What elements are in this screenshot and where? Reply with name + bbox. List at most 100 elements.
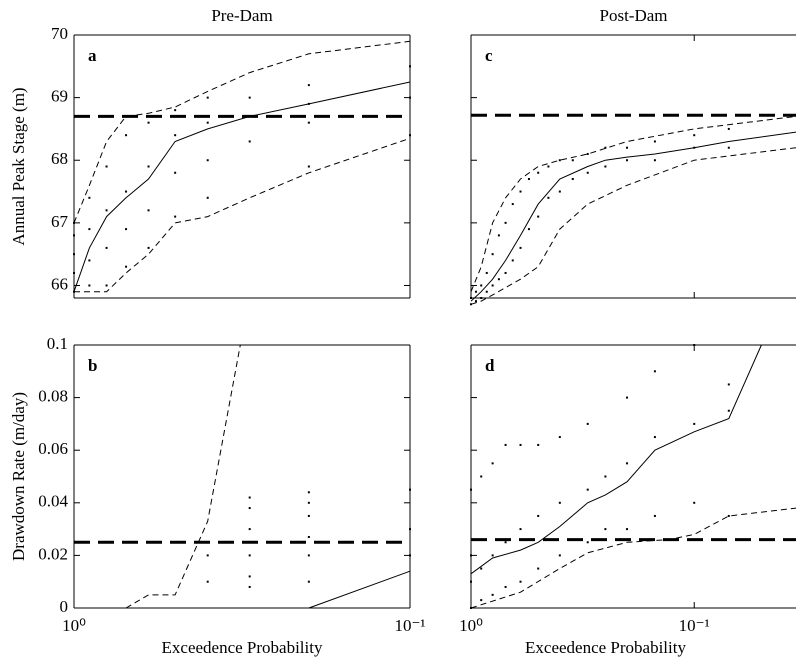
- data-point: [474, 290, 477, 293]
- data-point: [519, 246, 522, 249]
- data-point: [527, 228, 530, 231]
- data-point: [248, 496, 251, 499]
- y-tick-label: 69: [51, 87, 68, 106]
- data-point: [105, 165, 108, 168]
- data-point: [125, 190, 128, 193]
- data-point: [626, 528, 629, 531]
- data-point: [653, 159, 656, 162]
- line-series: [470, 507, 796, 609]
- data-point: [519, 528, 522, 531]
- y-axis-label: Annual Peak Stage (m): [9, 87, 28, 245]
- data-point: [206, 580, 209, 583]
- data-point: [206, 159, 209, 162]
- line-series: [74, 137, 411, 293]
- data-point: [504, 221, 507, 224]
- data-point: [537, 215, 540, 218]
- data-point: [504, 541, 507, 544]
- data-point: [491, 593, 494, 596]
- data-point: [626, 462, 629, 465]
- data-point: [174, 171, 177, 174]
- data-point: [409, 528, 411, 531]
- data-point: [307, 121, 310, 124]
- data-point: [307, 84, 310, 87]
- data-point: [497, 234, 500, 237]
- data-point: [504, 585, 507, 588]
- data-point: [73, 234, 75, 237]
- data-point: [511, 203, 514, 206]
- data-point: [470, 554, 472, 557]
- data-point: [409, 488, 411, 491]
- data-point: [147, 246, 150, 249]
- data-point: [307, 554, 310, 557]
- data-point: [206, 554, 209, 557]
- data-point: [480, 599, 483, 602]
- data-point: [125, 265, 128, 268]
- x-axis-label: Exceedence Probability: [162, 638, 323, 657]
- data-point: [547, 165, 550, 168]
- column-title: Pre-Dam: [211, 6, 272, 25]
- data-point: [537, 171, 540, 174]
- panel-label: d: [485, 356, 495, 375]
- x-tick-label: 10⁰: [459, 616, 483, 635]
- data-point: [604, 165, 607, 168]
- data-point: [409, 134, 411, 137]
- x-axis-label: Exceedence Probability: [525, 638, 686, 657]
- data-point: [586, 152, 589, 155]
- data-point: [307, 165, 310, 168]
- line-series: [125, 344, 241, 609]
- data-point: [727, 146, 730, 149]
- data-point: [105, 284, 108, 287]
- data-point: [558, 190, 561, 193]
- data-point: [125, 228, 128, 231]
- data-point: [727, 383, 730, 386]
- data-point: [248, 140, 251, 143]
- data-point: [480, 475, 483, 478]
- y-tick-label: 66: [51, 274, 68, 293]
- data-point: [519, 580, 522, 583]
- data-point: [470, 488, 472, 491]
- line-series: [308, 570, 411, 609]
- data-point: [174, 109, 177, 112]
- y-axis-label: Drawdown Rate (m/day): [9, 392, 28, 561]
- data-point: [626, 396, 629, 399]
- data-point: [88, 196, 91, 199]
- data-point: [206, 121, 209, 124]
- data-point: [519, 443, 522, 446]
- data-point: [125, 134, 128, 137]
- y-tick-label: 0.1: [47, 334, 68, 353]
- data-point: [604, 475, 607, 478]
- data-point: [307, 514, 310, 517]
- data-point: [147, 165, 150, 168]
- line-series: [470, 147, 796, 305]
- data-point: [174, 134, 177, 137]
- data-point: [88, 284, 91, 287]
- data-point: [206, 96, 209, 99]
- data-point: [248, 507, 251, 510]
- data-point: [653, 370, 656, 373]
- data-point: [485, 271, 488, 274]
- data-point: [537, 443, 540, 446]
- data-point: [480, 284, 483, 287]
- data-point: [105, 246, 108, 249]
- line-series: [73, 40, 411, 224]
- data-point: [88, 259, 91, 262]
- data-point: [485, 290, 488, 293]
- data-point: [558, 554, 561, 557]
- data-point: [571, 178, 574, 181]
- data-point: [604, 146, 607, 149]
- data-point: [73, 271, 75, 274]
- data-point: [693, 501, 696, 504]
- x-tick-label: 10⁰: [62, 616, 86, 635]
- data-point: [586, 541, 589, 544]
- data-point: [558, 159, 561, 162]
- data-point: [307, 580, 310, 583]
- data-point: [727, 514, 730, 517]
- data-point: [558, 436, 561, 439]
- data-point: [571, 159, 574, 162]
- data-point: [626, 146, 629, 149]
- data-point: [248, 96, 251, 99]
- data-point: [174, 215, 177, 218]
- data-point: [491, 284, 494, 287]
- column-title: Post-Dam: [600, 6, 668, 25]
- data-point: [504, 271, 507, 274]
